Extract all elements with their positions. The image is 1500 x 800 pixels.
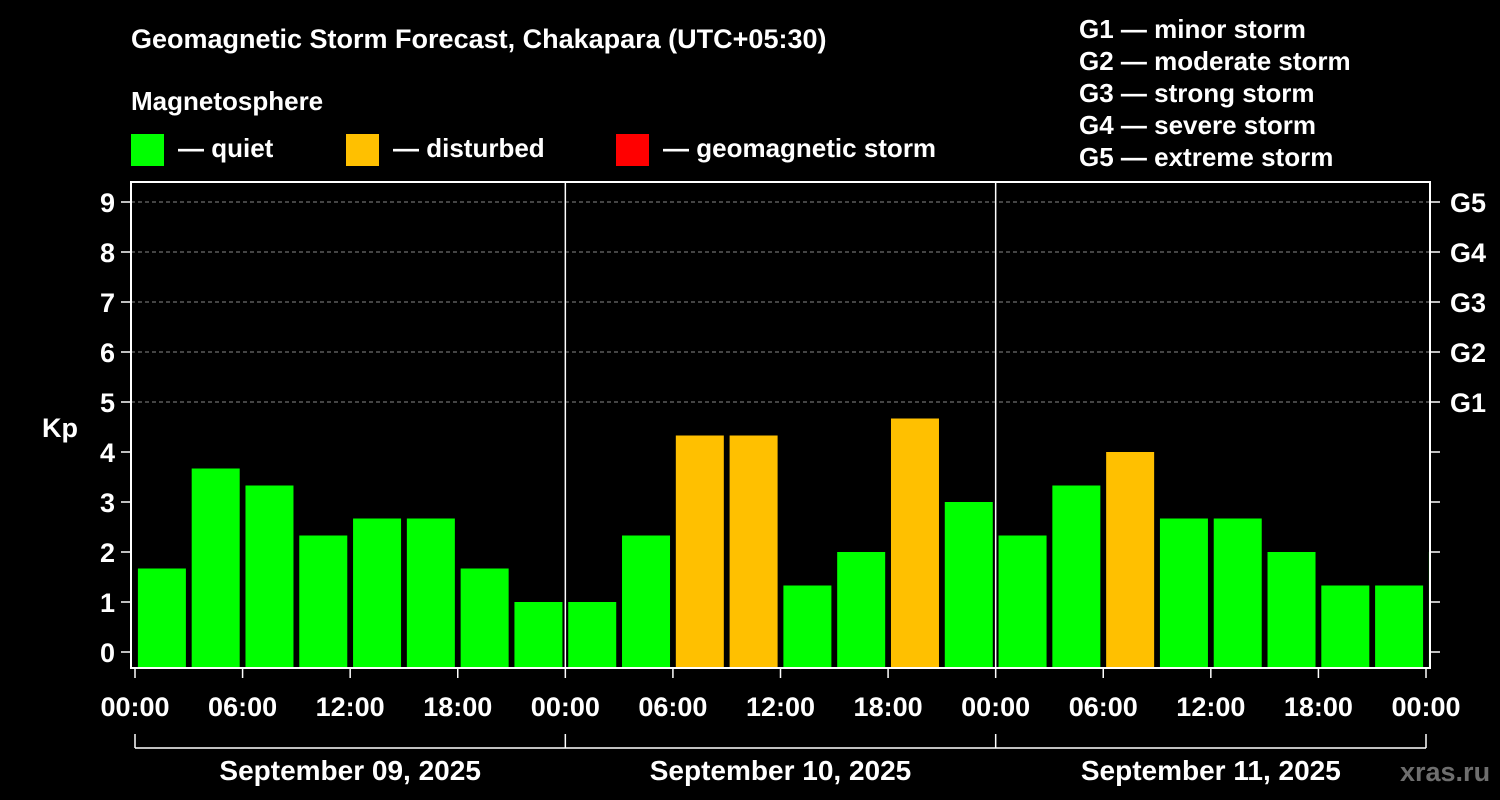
kp-bar xyxy=(1213,518,1262,668)
y-tick-label: 2 xyxy=(100,538,115,568)
kp-bar xyxy=(1106,452,1155,668)
kp-bar xyxy=(406,518,455,668)
g-scale-label: G1 xyxy=(1450,388,1486,418)
date-label: September 09, 2025 xyxy=(219,755,481,786)
y-tick-label: 8 xyxy=(100,238,115,268)
x-tick-label: 18:00 xyxy=(423,692,492,722)
x-tick-label: 06:00 xyxy=(208,692,277,722)
y-tick-label: 7 xyxy=(100,288,115,318)
storm-scale-g5: G5 — extreme storm xyxy=(1079,142,1334,172)
x-tick-label: 00:00 xyxy=(1391,692,1460,722)
kp-bar xyxy=(1375,585,1424,668)
y-tick-label: 6 xyxy=(100,338,115,368)
chart-title: Geomagnetic Storm Forecast, Chakapara (U… xyxy=(131,24,827,54)
legend-swatch-storm xyxy=(616,134,649,166)
legend-swatch-disturbed xyxy=(346,134,379,166)
x-tick-label: 12:00 xyxy=(746,692,815,722)
date-label: September 11, 2025 xyxy=(1081,755,1341,786)
kp-bar xyxy=(137,568,186,668)
g-scale-label: G4 xyxy=(1450,238,1486,268)
kp-bar xyxy=(1267,552,1316,668)
kp-bar xyxy=(353,518,402,668)
x-tick-label: 06:00 xyxy=(1069,692,1138,722)
legend-heading: Magnetosphere xyxy=(131,86,324,116)
x-tick-label: 18:00 xyxy=(1284,692,1353,722)
legend-label-quiet: — quiet xyxy=(178,133,274,163)
kp-bar xyxy=(191,468,240,668)
storm-scale-g2: G2 — moderate storm xyxy=(1079,46,1351,76)
x-tick-label: 12:00 xyxy=(1176,692,1245,722)
y-axis-label: Kp xyxy=(42,413,78,443)
kp-bar xyxy=(299,535,348,668)
kp-bar xyxy=(245,485,294,668)
y-tick-label: 4 xyxy=(100,438,115,468)
storm-scale-g1: G1 — minor storm xyxy=(1079,14,1306,44)
kp-bar xyxy=(1321,585,1370,668)
kp-bar xyxy=(675,435,724,668)
x-tick-label: 12:00 xyxy=(316,692,385,722)
y-tick-label: 3 xyxy=(100,488,115,518)
legend-swatch-quiet xyxy=(131,134,164,166)
y-tick-label: 0 xyxy=(100,638,115,668)
y-tick-label: 9 xyxy=(100,188,115,218)
kp-bar xyxy=(514,602,563,668)
x-tick-label: 18:00 xyxy=(854,692,923,722)
g-scale-label: G2 xyxy=(1450,338,1486,368)
date-label: September 10, 2025 xyxy=(650,755,912,786)
storm-scale-g3: G3 — strong storm xyxy=(1079,78,1315,108)
x-tick-label: 06:00 xyxy=(638,692,707,722)
kp-bar xyxy=(837,552,886,668)
x-tick-label: 00:00 xyxy=(100,692,169,722)
kp-bar xyxy=(729,435,778,668)
storm-scale-g4: G4 — severe storm xyxy=(1079,110,1317,140)
x-tick-label: 00:00 xyxy=(961,692,1030,722)
kp-bar xyxy=(622,535,671,668)
y-tick-label: 1 xyxy=(100,588,115,618)
watermark: xras.ru xyxy=(1400,757,1491,787)
legend-label-disturbed: — disturbed xyxy=(393,133,545,163)
kp-bar xyxy=(1159,518,1208,668)
kp-bar xyxy=(460,568,509,668)
g-scale-label: G5 xyxy=(1450,188,1486,218)
kp-bar xyxy=(568,602,617,668)
y-tick-label: 5 xyxy=(100,388,115,418)
kp-bar xyxy=(783,585,832,668)
kp-bar xyxy=(998,535,1047,668)
g-scale-label: G3 xyxy=(1450,288,1486,318)
kp-bar xyxy=(890,418,939,668)
legend-label-storm: — geomagnetic storm xyxy=(663,133,937,163)
x-tick-label: 00:00 xyxy=(531,692,600,722)
kp-bar xyxy=(944,502,993,668)
kp-bar xyxy=(1052,485,1101,668)
